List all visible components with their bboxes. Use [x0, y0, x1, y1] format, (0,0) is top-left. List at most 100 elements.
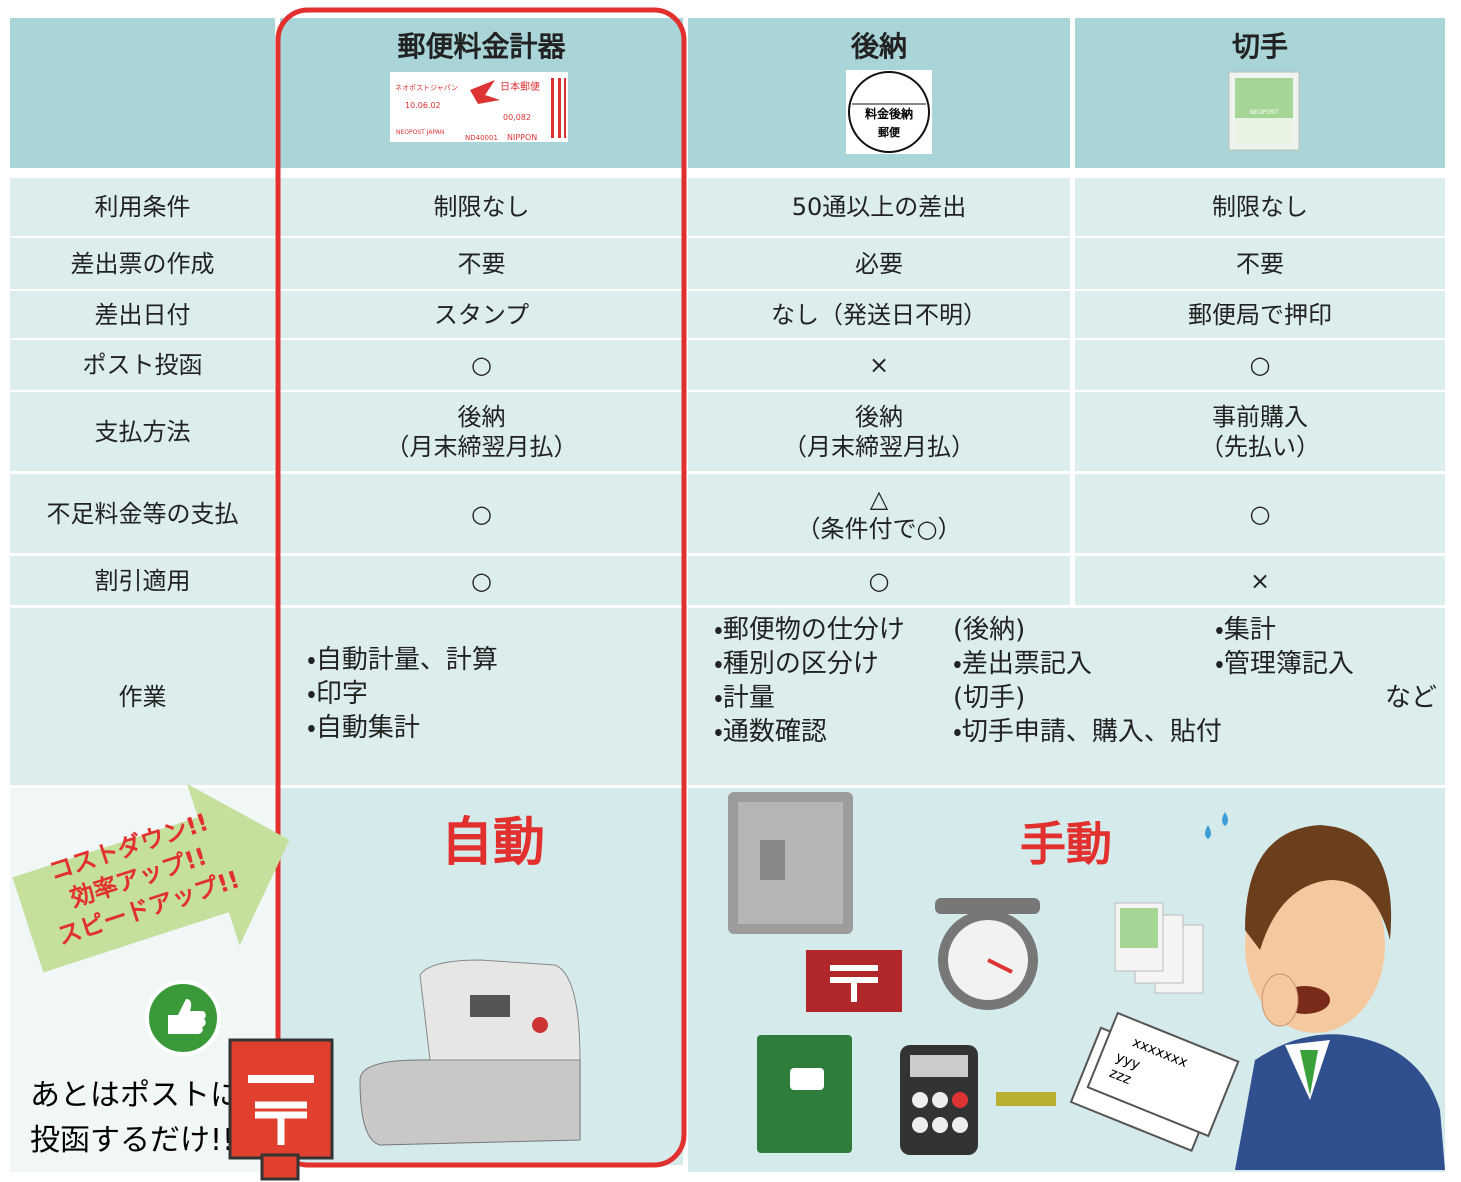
stamp-text: NIPPON [507, 133, 537, 142]
table-cell: ○ [1075, 474, 1445, 553]
cell-text: × [868, 351, 890, 379]
note: 投函するだけ!! [30, 1123, 234, 1158]
table-cell: ○ [280, 556, 683, 605]
column-title: 郵便料金計器 [397, 30, 566, 63]
header-cell [10, 18, 275, 168]
stamp-text: 日本郵便 [500, 80, 540, 93]
work-item: ・種別の区分け [714, 649, 879, 679]
slogan-arrow: コストダウン!! 効率アップ!! スピードアップ!! [12, 783, 290, 973]
table-cell: ○ [1075, 340, 1445, 390]
cell-text: ○ [1249, 499, 1271, 528]
row-label-text: 作業 [118, 682, 167, 711]
scale [935, 898, 1040, 1010]
tape [996, 1092, 1056, 1106]
cell-text: ○ [471, 566, 492, 595]
work-item: ・管理簿記入 [1215, 649, 1354, 679]
table-cell: 事前購入 （先払い） [1075, 392, 1445, 471]
calculator [900, 1045, 978, 1155]
work-list: ・郵便物の仕分け ・種別の区分け ・計量 ・通数確認 [714, 613, 905, 749]
cell-text: ○ [471, 499, 492, 528]
stamps [1114, 902, 1204, 994]
work-item: (切手) [953, 683, 1026, 713]
work-item: (後納) [953, 615, 1026, 645]
work-etc: など [1385, 683, 1438, 713]
row-label-text: 支払方法 [94, 417, 191, 446]
cell-text: ○ [1249, 351, 1271, 379]
work-item: ・切手申請、購入、貼付 [953, 717, 1222, 747]
table-cell: 制限なし [1075, 178, 1445, 236]
table-cell [688, 608, 1445, 785]
work-item: ・差出票記入 [953, 649, 1092, 679]
table-cell: △ （条件付で○） [688, 474, 1070, 553]
row-label-text: ポスト投函 [82, 351, 203, 379]
envelope-text: zzz [1107, 1065, 1133, 1088]
work-item: ・自動集計 [307, 713, 420, 743]
column-title: 後納 [850, 30, 907, 63]
cell-text: 50通以上の差出 [791, 193, 967, 221]
table-cell: × [1075, 556, 1445, 605]
row-label: ポスト投函 [10, 340, 275, 390]
worried-man [1205, 812, 1445, 1170]
work-item: ・自動計量、計算 [307, 645, 498, 675]
cell-text: 事前購入 [1212, 402, 1308, 431]
row-label: 利用条件 [10, 178, 275, 236]
row-label-text: 差出日付 [94, 300, 191, 329]
work-list: ・自動計量、計算 ・印字・自動集計 [307, 643, 498, 745]
row-label: 差出票の作成 [10, 238, 275, 289]
stamp-text: NEOPOST JAPAN [396, 129, 444, 136]
postbox [228, 1038, 334, 1181]
table-cell: 制限なし [280, 178, 683, 236]
row-label: 差出日付 [10, 291, 275, 338]
stamp-text: NEOPOST [1250, 109, 1279, 116]
table-cell: スタンプ [280, 291, 683, 338]
column-title: 切手 [1231, 30, 1288, 63]
stamp-text: 料金後納 [865, 106, 913, 121]
postage-stamp: NEOPOST [1228, 71, 1300, 151]
row-label: 支払方法 [10, 392, 275, 471]
work-item: ・印字 [307, 679, 368, 709]
table-cell: 郵便局で押印 [1075, 291, 1445, 338]
cell-text: 制限なし [433, 193, 530, 221]
cell-text: 必要 [855, 249, 903, 278]
cell-text: 制限なし [1212, 193, 1308, 221]
stamp-text: 00,082 [503, 113, 531, 122]
stamp-text: 10.06.02 [405, 101, 441, 110]
cell-text: （月末締翌月払） [385, 432, 578, 461]
table-cell: 必要 [688, 238, 1070, 289]
table-cell: 後納 （月末締翌月払） [280, 392, 683, 471]
row-label: 作業 [10, 608, 275, 785]
cell-text: △ [869, 484, 889, 513]
table-cell: × [688, 340, 1070, 390]
gonou-stamp: 料金後納 郵便 [846, 70, 932, 154]
cell-text: 不要 [1236, 249, 1284, 278]
table-cell: 50通以上の差出 [688, 178, 1070, 236]
cell-text: 後納 [457, 402, 506, 431]
cell-text: （先払い） [1200, 432, 1320, 461]
stamp-text: 郵便 [878, 125, 901, 139]
row-label: 不足料金等の支払 [10, 474, 275, 553]
table-cell: 不要 [1075, 238, 1445, 289]
row-label: 割引適用 [10, 556, 275, 605]
thumbs-icon [145, 980, 221, 1056]
cell-text: ○ [868, 566, 890, 595]
row-label-text: 利用条件 [94, 193, 191, 221]
cell-text: 後納 [855, 402, 903, 431]
manual-label: 手動 [1020, 817, 1112, 871]
cell-text: × [1249, 566, 1271, 595]
table-cell: 後納 （月末締翌月払） [688, 392, 1070, 471]
stamp-text: ND40001 [465, 134, 498, 142]
work-item: ・計量 [714, 683, 775, 713]
note: あとはポストに [30, 1078, 240, 1113]
table-cell: ○ [280, 474, 683, 553]
post-sign [806, 950, 902, 1012]
table-cell: ○ [688, 556, 1070, 605]
cell-text: 不要 [457, 249, 506, 278]
highlight-frame [275, 7, 687, 1168]
row-label-text: 割引適用 [94, 566, 191, 595]
cell-text: ○ [471, 351, 492, 379]
row-label-text: 差出票の作成 [70, 249, 215, 278]
table-cell: 不要 [280, 238, 683, 289]
table-cell [280, 608, 683, 785]
